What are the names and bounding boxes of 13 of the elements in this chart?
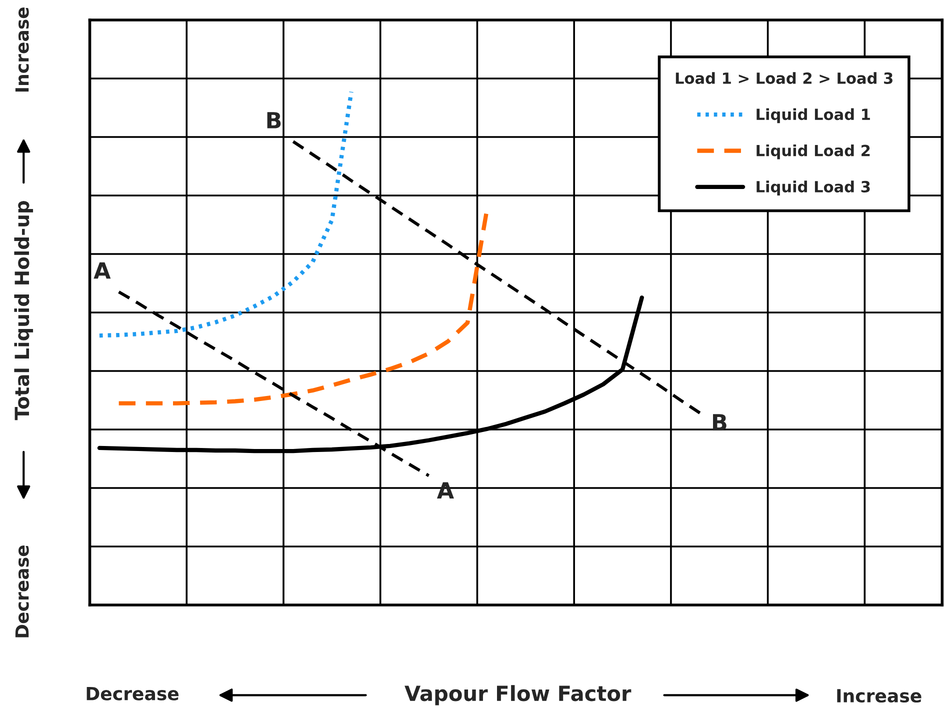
legend-title: Load 1 > Load 2 > Load 3 <box>676 72 892 84</box>
text: Decrease <box>15 546 29 638</box>
text: Increase <box>837 689 922 703</box>
x-axis-title: Vapour Flow Factor <box>404 685 632 706</box>
y-axis-title: Total Liquid Hold-up <box>14 200 34 420</box>
annotation: A <box>94 262 111 279</box>
annotation: B <box>713 414 726 430</box>
legend-label: Liquid Load 2 <box>756 144 870 160</box>
annotation: B <box>267 112 281 128</box>
text: Decrease <box>86 686 179 700</box>
legend-label: Liquid Load 1 <box>756 108 870 124</box>
text: Increase <box>15 7 29 92</box>
legend-label: Liquid Load 3 <box>756 180 870 196</box>
